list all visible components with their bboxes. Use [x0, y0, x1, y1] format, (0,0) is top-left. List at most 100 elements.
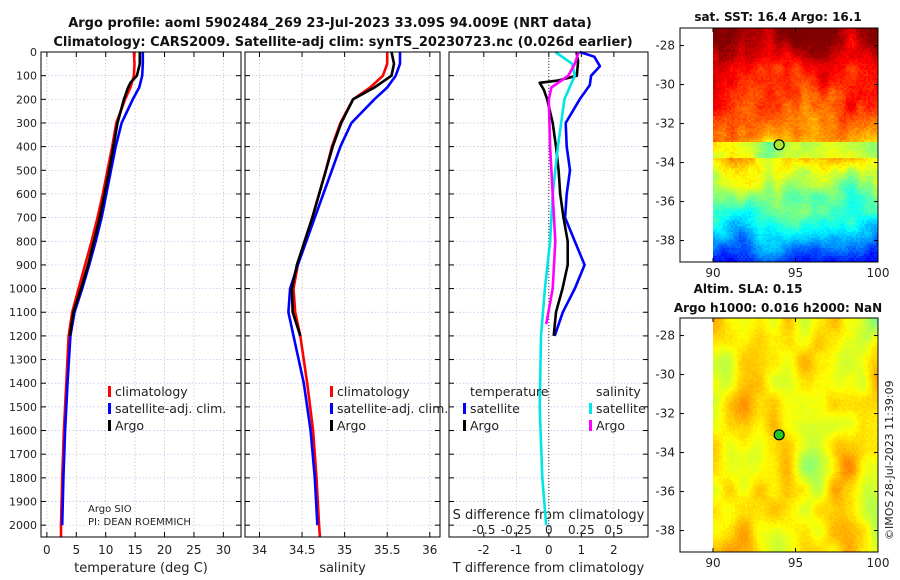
legend-entry: climatology [115, 384, 188, 399]
legend-marker [330, 386, 333, 397]
legend-entry: Argo [596, 418, 625, 433]
legend-entry: Argo [470, 418, 499, 433]
depth-tick-label: 400 [16, 141, 37, 154]
depth-tick-label: 200 [16, 93, 37, 106]
legend-marker [108, 403, 111, 414]
lon-tick-label: 90 [705, 266, 720, 280]
legend-entry: satellite [596, 401, 646, 416]
x-tick-label: 34 [252, 543, 267, 557]
profile-panel-1: 0 5 10 15 20 25 30 temperature (deg C) climatolo… [40, 51, 242, 576]
panel-frame [448, 51, 649, 538]
legend-entry: satellite-adj. clim. [337, 401, 448, 416]
profile-panel-3: -2 -1 0 1 2 T difference from climatology -0.5… [448, 50, 649, 576]
s-tick-label: -0.25 [501, 523, 532, 537]
map-frame [679, 317, 879, 553]
lat-tick-label: -32 [655, 117, 675, 131]
x-tick-label: 36 [422, 543, 437, 557]
legend-marker [330, 403, 333, 414]
depth-tick-label: 700 [16, 212, 37, 225]
legend-entry: Argo [337, 418, 366, 433]
sla-map-title-1: Altim. SLA: 0.15 [694, 282, 803, 296]
x-axis-label: temperature (deg C) [74, 561, 208, 576]
x-tick-label: 5 [72, 543, 80, 557]
panel-frame [40, 51, 242, 538]
sla-map-title-2: Argo h1000: 0.016 h2000: NaN [674, 301, 882, 315]
x-tick-label: 0 [545, 543, 553, 557]
legend-entry: climatology [337, 384, 410, 399]
depth-tick-label: 0 [30, 46, 37, 59]
x-tick-label: 2 [610, 543, 618, 557]
legend-marker [108, 420, 111, 431]
x-tick-label: 10 [98, 543, 113, 557]
x-tick-label: 20 [157, 543, 172, 557]
series-line-argo [290, 51, 396, 337]
legend-entry: satellite [470, 401, 520, 416]
depth-tick-label: 1900 [9, 496, 37, 509]
s-axis-label: S difference from climatology [453, 508, 645, 523]
depth-tick-label: 1600 [9, 425, 37, 438]
depth-tick-label: 2000 [9, 519, 37, 532]
lat-tick-label: -30 [655, 78, 675, 92]
x-tick-label: 25 [186, 543, 201, 557]
map-frame [679, 27, 879, 263]
s-tick-label: 0 [545, 523, 553, 537]
depth-tick-label: 500 [16, 164, 37, 177]
pi-annotation: PI: DEAN ROEMMICH [88, 517, 191, 528]
legend-marker [463, 420, 466, 431]
depth-tick-label: 1300 [9, 354, 37, 367]
x-axis-label: salinity [319, 561, 366, 576]
x-tick-label: 30 [216, 543, 231, 557]
legend-marker [589, 420, 592, 431]
depth-tick-label: 300 [16, 117, 37, 130]
lat-tick-label: -36 [655, 195, 675, 209]
lat-tick-label: -38 [655, 524, 675, 538]
series-line-argo [68, 52, 142, 337]
depth-tick-label: 1500 [9, 401, 37, 414]
legend-marker [330, 420, 333, 431]
sla-map-field [713, 318, 878, 552]
x-tick-label: 0 [43, 543, 51, 557]
imos-credit: ©IMOS 28-Jul-2023 11:39:09 [883, 380, 896, 540]
s-tick-label: 0.5 [604, 523, 623, 537]
depth-tick-label: 1200 [9, 330, 37, 343]
s-tick-label: 0.25 [568, 523, 595, 537]
panel-frame [244, 51, 441, 538]
series-line-satellite-adj-clim- [60, 52, 145, 526]
lon-tick-label: 95 [788, 266, 803, 280]
title-line-1: Argo profile: aoml 5902484_269 23-Jul-20… [68, 16, 592, 31]
depth-tick-label: 1000 [9, 283, 37, 296]
profile-panel-2: 34 34.5 35 35.5 36 salinity climatology satelli… [244, 51, 448, 576]
sla-map: -28 -30 -32 -34 -36 -38 90 95 100 [655, 317, 890, 570]
argo-location-marker [773, 429, 785, 441]
x-tick-label: -2 [478, 543, 490, 557]
depth-tick-label: 1100 [9, 306, 37, 319]
series-line-salinity-argo [544, 51, 580, 325]
lon-tick-label: 100 [867, 556, 890, 570]
lat-tick-label: -28 [655, 39, 675, 53]
x-tick-label: 1 [578, 543, 586, 557]
x-tick-label: -1 [510, 543, 522, 557]
depth-tick-label: 100 [16, 70, 37, 83]
legend-entry: Argo [115, 418, 144, 433]
series-line-temperature-satellite [553, 50, 602, 337]
sst-map-title: sat. SST: 16.4 Argo: 16.1 [694, 10, 861, 24]
lat-tick-label: -32 [655, 407, 675, 421]
lat-tick-label: -34 [655, 156, 675, 170]
sst-map-field [713, 28, 878, 262]
x-tick-label: 35.5 [374, 543, 401, 557]
lon-tick-label: 100 [867, 266, 890, 280]
lat-tick-label: -34 [655, 446, 675, 460]
x-tick-label: 35 [337, 543, 352, 557]
legend-header: salinity [596, 384, 641, 399]
depth-tick-label: 800 [16, 235, 37, 248]
series-line-satellite-adj-clim- [287, 52, 402, 526]
legend-entry: satellite-adj. clim. [115, 401, 226, 416]
lon-tick-label: 95 [788, 556, 803, 570]
lat-tick-label: -30 [655, 368, 675, 382]
pi-annotation: Argo SIO [88, 504, 132, 515]
chart-marks: 0100200300400500600700800900100011001200… [9, 46, 649, 576]
title-line-2: Climatology: CARS2009. Satellite-adj cli… [53, 35, 632, 50]
